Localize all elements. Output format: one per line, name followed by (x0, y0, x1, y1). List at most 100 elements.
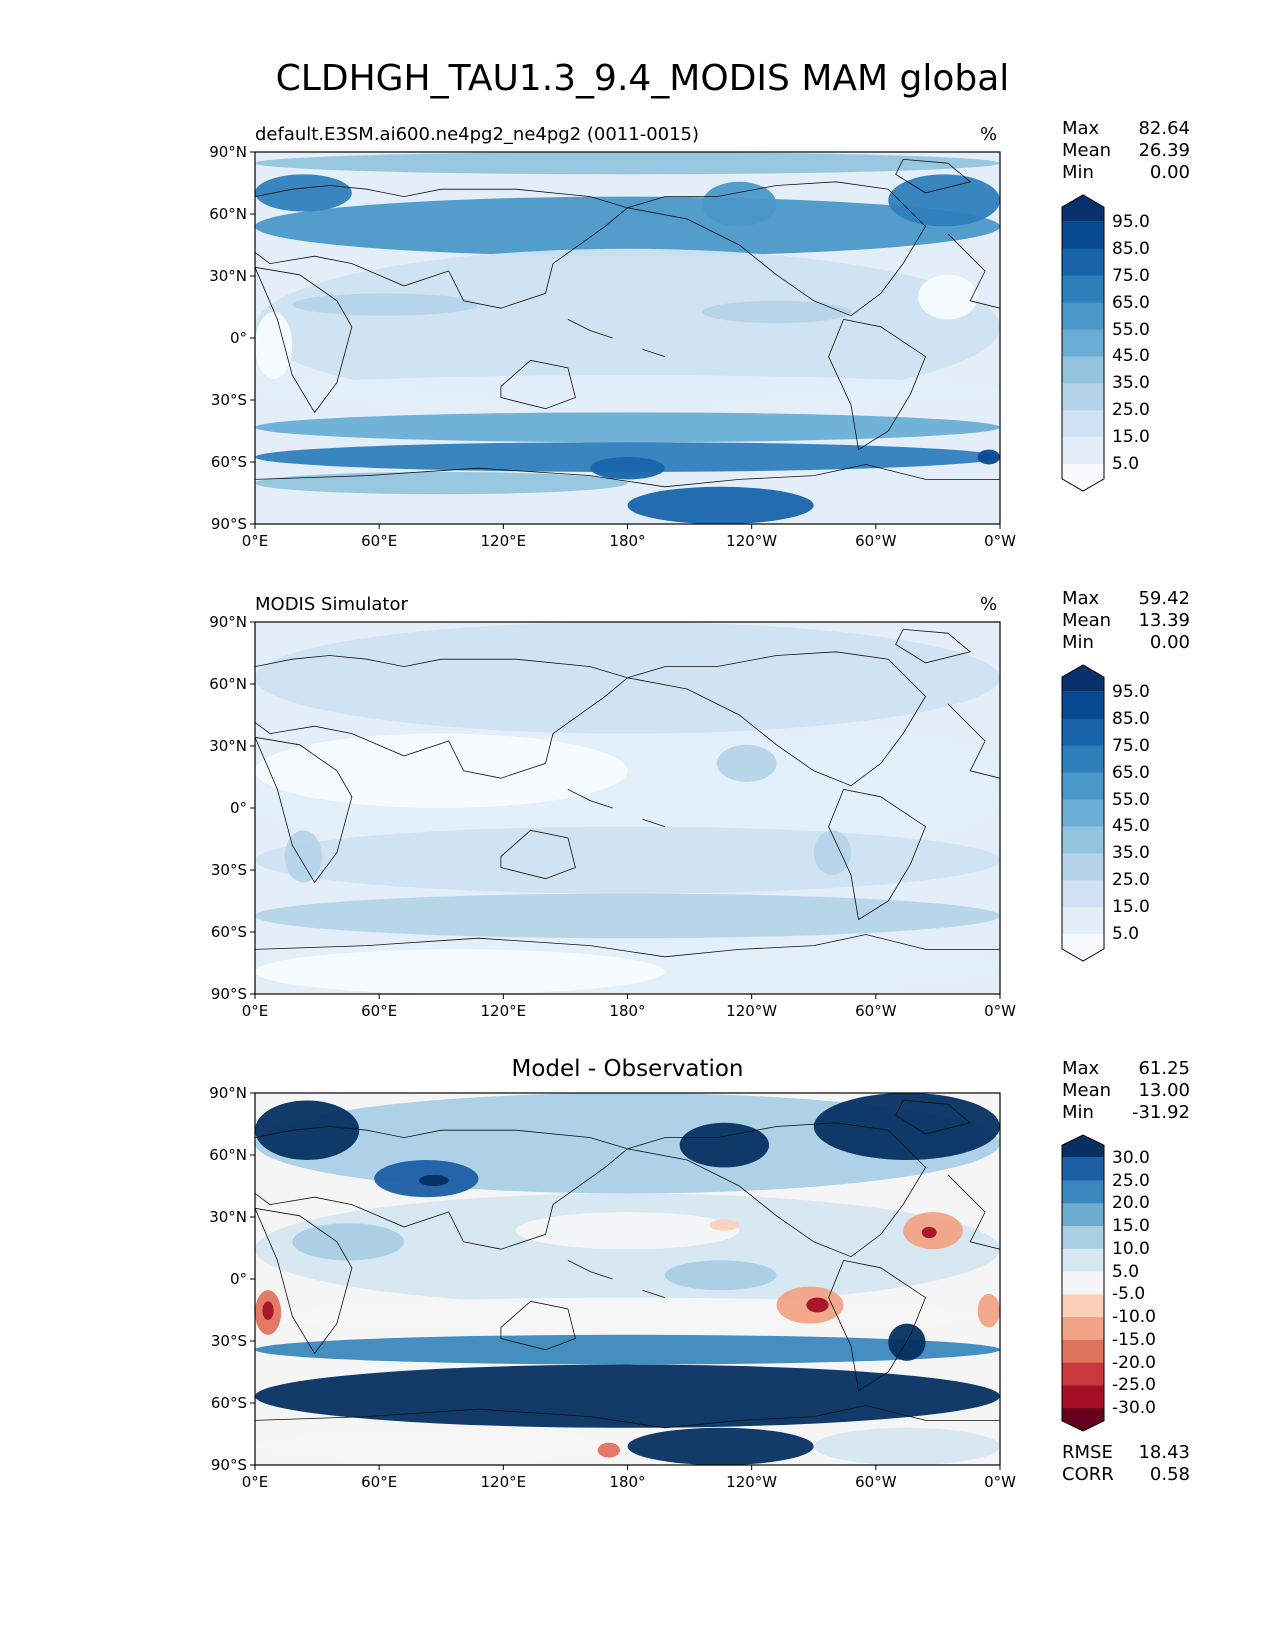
lat-tick-label: 30°S (211, 391, 247, 409)
contour-region (597, 1442, 621, 1458)
contour-region (813, 830, 851, 875)
contour-region (262, 1301, 274, 1320)
colorbar-segment (1062, 195, 1104, 222)
coastline (642, 1289, 665, 1298)
max-value: 59.42 (1138, 588, 1190, 609)
lat-tick-label: 60°N (209, 675, 247, 693)
lat-tick-label: 30°S (211, 861, 247, 879)
contour-field (255, 622, 1000, 994)
contour-region (292, 293, 479, 316)
panel-title-diff: Model - Observation (511, 1056, 744, 1082)
colorbar-label: 10.0 (1112, 1238, 1150, 1259)
colorbar-segment (1062, 464, 1104, 491)
colorbar-label: 45.0 (1112, 346, 1150, 367)
colorbar-label: 65.0 (1112, 762, 1150, 783)
mean-value: 26.39 (1138, 140, 1190, 161)
colorbar-label: 85.0 (1112, 708, 1150, 729)
contour-region (977, 1293, 1000, 1328)
colorbar-label: 15.0 (1112, 1216, 1150, 1237)
coastline (642, 818, 665, 827)
min-label: Min (1062, 1102, 1094, 1123)
contour-region (418, 1174, 449, 1187)
colorbar-segment (1062, 907, 1104, 935)
lon-tick-label: 60°W (855, 1002, 897, 1020)
colorbar-label: 5.0 (1112, 924, 1140, 945)
coastline (895, 159, 972, 194)
lat-tick-label: 60°N (209, 1146, 247, 1164)
colorbar-label: -10.0 (1112, 1307, 1156, 1328)
min-value: 0.00 (1149, 632, 1190, 653)
lon-tick-label: 0°W (984, 1473, 1016, 1491)
lat-tick-label: 60°S (211, 1394, 247, 1412)
colorbar-segment (1062, 691, 1104, 720)
coastline (255, 1207, 353, 1355)
units-label: % (980, 594, 998, 615)
colorbar-segment (1062, 329, 1104, 357)
rmse-value: 18.43 (1138, 1442, 1190, 1463)
contour-region (255, 375, 1000, 405)
lon-tick-label: 120°W (726, 1473, 777, 1491)
colorbar-label: 25.0 (1112, 870, 1150, 891)
colorbar-segment (1062, 1385, 1104, 1409)
colorbar-label: 15.0 (1112, 897, 1150, 918)
corr-label: CORR (1062, 1464, 1114, 1485)
coastline (828, 789, 926, 921)
coastline (895, 1100, 972, 1135)
coastline (255, 266, 353, 414)
colorbar-label: -5.0 (1112, 1284, 1146, 1305)
max-label: Max (1062, 588, 1100, 609)
coastline (642, 348, 665, 357)
colorbar-segment (1062, 1294, 1104, 1318)
coastline (567, 789, 613, 809)
coastline (500, 829, 576, 880)
figure-title: CLDHGH_TAU1.3_9.4_MODIS MAM global (275, 58, 1010, 99)
lon-tick-label: 120°E (481, 532, 527, 550)
lon-tick-label: 180° (609, 1002, 645, 1020)
colorbar-outline (1061, 664, 1105, 962)
contour-region (716, 744, 777, 782)
contour-region (709, 1219, 740, 1231)
colorbar-label: 75.0 (1112, 265, 1150, 286)
max-label: Max (1062, 1058, 1100, 1079)
colorbar-label: 55.0 (1112, 789, 1150, 810)
lat-tick-label: 90°N (209, 143, 247, 161)
colorbar-label: 55.0 (1112, 319, 1150, 340)
contour-region (921, 1226, 937, 1239)
coastline (255, 185, 629, 309)
contour-region (255, 248, 1000, 405)
coastline (627, 651, 927, 787)
contour-region (255, 442, 1000, 472)
contour-region (702, 181, 777, 227)
contour-region (255, 1100, 360, 1160)
coastline (255, 1126, 629, 1250)
lat-tick-label: 60°S (211, 453, 247, 471)
colorbar-segment (1062, 665, 1104, 692)
contour-region (977, 449, 1000, 465)
mean-label: Mean (1062, 140, 1112, 161)
lon-tick-label: 60°E (361, 532, 397, 550)
colorbar-segment (1062, 1317, 1104, 1341)
contour-region (255, 733, 628, 808)
contour-region (292, 1223, 404, 1261)
rmse-label: RMSE (1062, 1442, 1113, 1463)
map-diff: 90°N 60°N 30°N 0° 30°S 60°S 90°S0°E 60°E 120°E 18… (209, 1084, 1016, 1491)
contour-field (255, 1093, 1000, 1465)
colorbar-segment (1062, 356, 1104, 384)
colorbar-label: -30.0 (1112, 1398, 1156, 1419)
lat-tick-label: 30°N (209, 1208, 247, 1226)
stats-obs: Max 59.42 Mean 13.39 Min 0.00 (1062, 588, 1190, 654)
colorbar-segment (1062, 1271, 1104, 1295)
coastline (255, 655, 629, 779)
mean-label: Mean (1062, 1080, 1112, 1101)
lon-tick-label: 60°E (361, 1473, 397, 1491)
colorbar (1061, 194, 1105, 492)
coastline (500, 359, 576, 410)
colorbar-segment (1062, 934, 1104, 961)
lon-tick-label: 60°W (855, 532, 897, 550)
coastline (627, 1122, 927, 1258)
contour-region (590, 457, 665, 480)
lat-tick-label: 30°S (211, 1332, 247, 1350)
colorbar (1061, 1134, 1105, 1432)
coastline (567, 1260, 613, 1280)
colorbar-label: 5.0 (1112, 454, 1140, 475)
